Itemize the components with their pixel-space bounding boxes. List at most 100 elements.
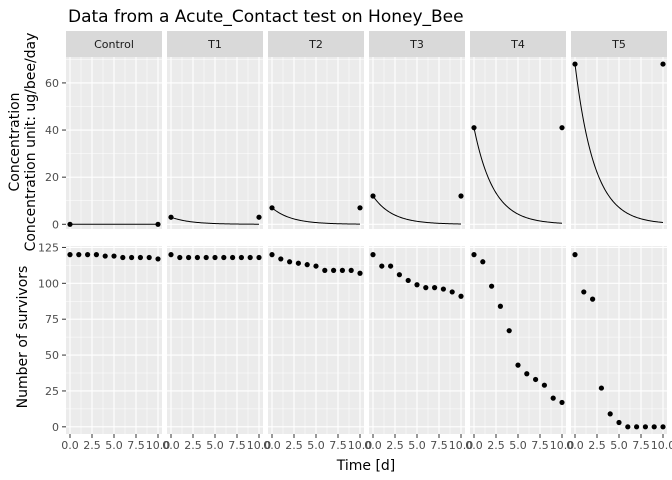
x-tick-label-t3-0: 0.0 [364,439,382,452]
chart-title: Data from a Acute_Contact test on Honey_… [68,7,464,27]
data-point [331,267,337,273]
x-axis-title: Time [d] [336,458,396,474]
data-point [581,289,587,295]
panel-row0-t4 [470,57,566,229]
x-tick-label-t3-1: 2.5 [386,439,404,452]
fit-curve-t3 [372,195,462,225]
data-point [572,61,578,67]
x-tick-label-t1-4: 10.0 [247,439,272,452]
data-point [269,205,275,211]
fit-curve-t1 [170,216,260,225]
data-point [414,282,420,288]
strip-t3 [369,31,465,57]
data-point [559,125,565,131]
data-point [278,256,284,262]
strip-label-t2: T2 [308,38,323,51]
data-point [120,254,126,261]
data-point [177,254,183,261]
y-axis-title-top-line2: Concentration unit: ug/bee/day [23,33,39,252]
data-point [432,285,438,291]
panel-row0-t5 [571,57,667,229]
x-tick-label-control-0: 0.0 [61,439,79,452]
data-point [471,125,477,131]
strip-label-control: Control [94,38,134,51]
data-point [357,205,363,211]
strip-t1 [167,31,263,57]
panel-row0-t2 [268,57,364,229]
data-point [396,272,402,278]
data-point [67,221,73,227]
y-tick-label-row1-125: 125 [38,241,59,254]
data-point [269,252,275,258]
x-tick-label-t5-0: 0.0 [566,439,584,452]
x-tick-label-control-2: 5.0 [105,439,123,452]
panel-row1-t2 [268,246,364,434]
data-point [238,254,244,261]
x-tick-label-t5-4: 10.0 [651,439,672,452]
y-tick-label-row1-0: 0 [52,421,59,434]
x-tick-label-t4-1: 2.5 [487,439,505,452]
data-point [590,296,596,302]
x-tick-label-t5-2: 5.0 [610,439,628,452]
data-point [524,371,530,377]
data-point [221,254,227,261]
data-point [186,254,192,261]
data-point [625,424,631,430]
data-point [67,252,73,258]
data-point [168,252,174,258]
data-point [458,193,464,199]
data-point [598,385,605,391]
data-point [295,260,301,266]
data-point [533,376,539,383]
data-point [348,267,354,273]
x-tick-label-t1-2: 5.0 [206,439,224,452]
data-point [256,254,262,261]
data-point [642,424,649,430]
panel-row0-t3 [369,57,465,229]
x-tick-label-t5-3: 7.5 [632,439,650,452]
fit-curve-t2 [271,207,361,225]
data-point [497,303,503,309]
data-point [471,252,477,258]
panel-row1-t4 [470,246,566,434]
data-point [194,254,200,261]
data-point [651,424,657,430]
data-point [287,259,293,265]
x-axis: 0.0 2.5 5.0 7.5 10.00.0 2.5 5.0 7.5 10.00.0 2.5 5.… [61,434,672,452]
x-tick-label-t2-3: 7.5 [329,439,347,452]
data-point [559,399,565,406]
y-axis-title-top-line1: Concentration [7,92,23,191]
data-point [102,253,108,259]
x-tick-label-t2-2: 5.0 [307,439,325,452]
strip-t4 [470,31,566,57]
data-point [357,270,363,276]
data-point [449,289,455,295]
panel-row1-t1 [167,246,263,434]
data-point [111,253,117,259]
y-axis-title-bottom: Number of survivors [15,266,31,409]
data-point [76,252,82,258]
data-point [256,214,262,220]
data-point [550,395,556,401]
panel-row1-t5 [571,246,667,434]
data-point [339,267,345,273]
data-point [93,252,99,258]
data-point [541,382,548,388]
strip-label-t3: T3 [409,38,424,51]
y-tick-label-row1-75: 75 [45,313,59,326]
strip-label-t1: T1 [207,38,222,51]
data-point [480,259,486,265]
y-tick-label-row1-100: 100 [38,277,59,290]
data-point [607,411,613,417]
strip-control [66,31,162,57]
strip-t2 [268,31,364,57]
data-point [506,328,512,334]
fit-curve-t4 [473,127,563,224]
y-tick-label-row0-20: 20 [45,171,59,184]
facet-panels [66,57,667,434]
strip-label-t4: T4 [510,38,525,51]
data-point [379,263,385,269]
x-tick-label-t3-2: 5.0 [408,439,426,452]
data-point [388,263,394,269]
